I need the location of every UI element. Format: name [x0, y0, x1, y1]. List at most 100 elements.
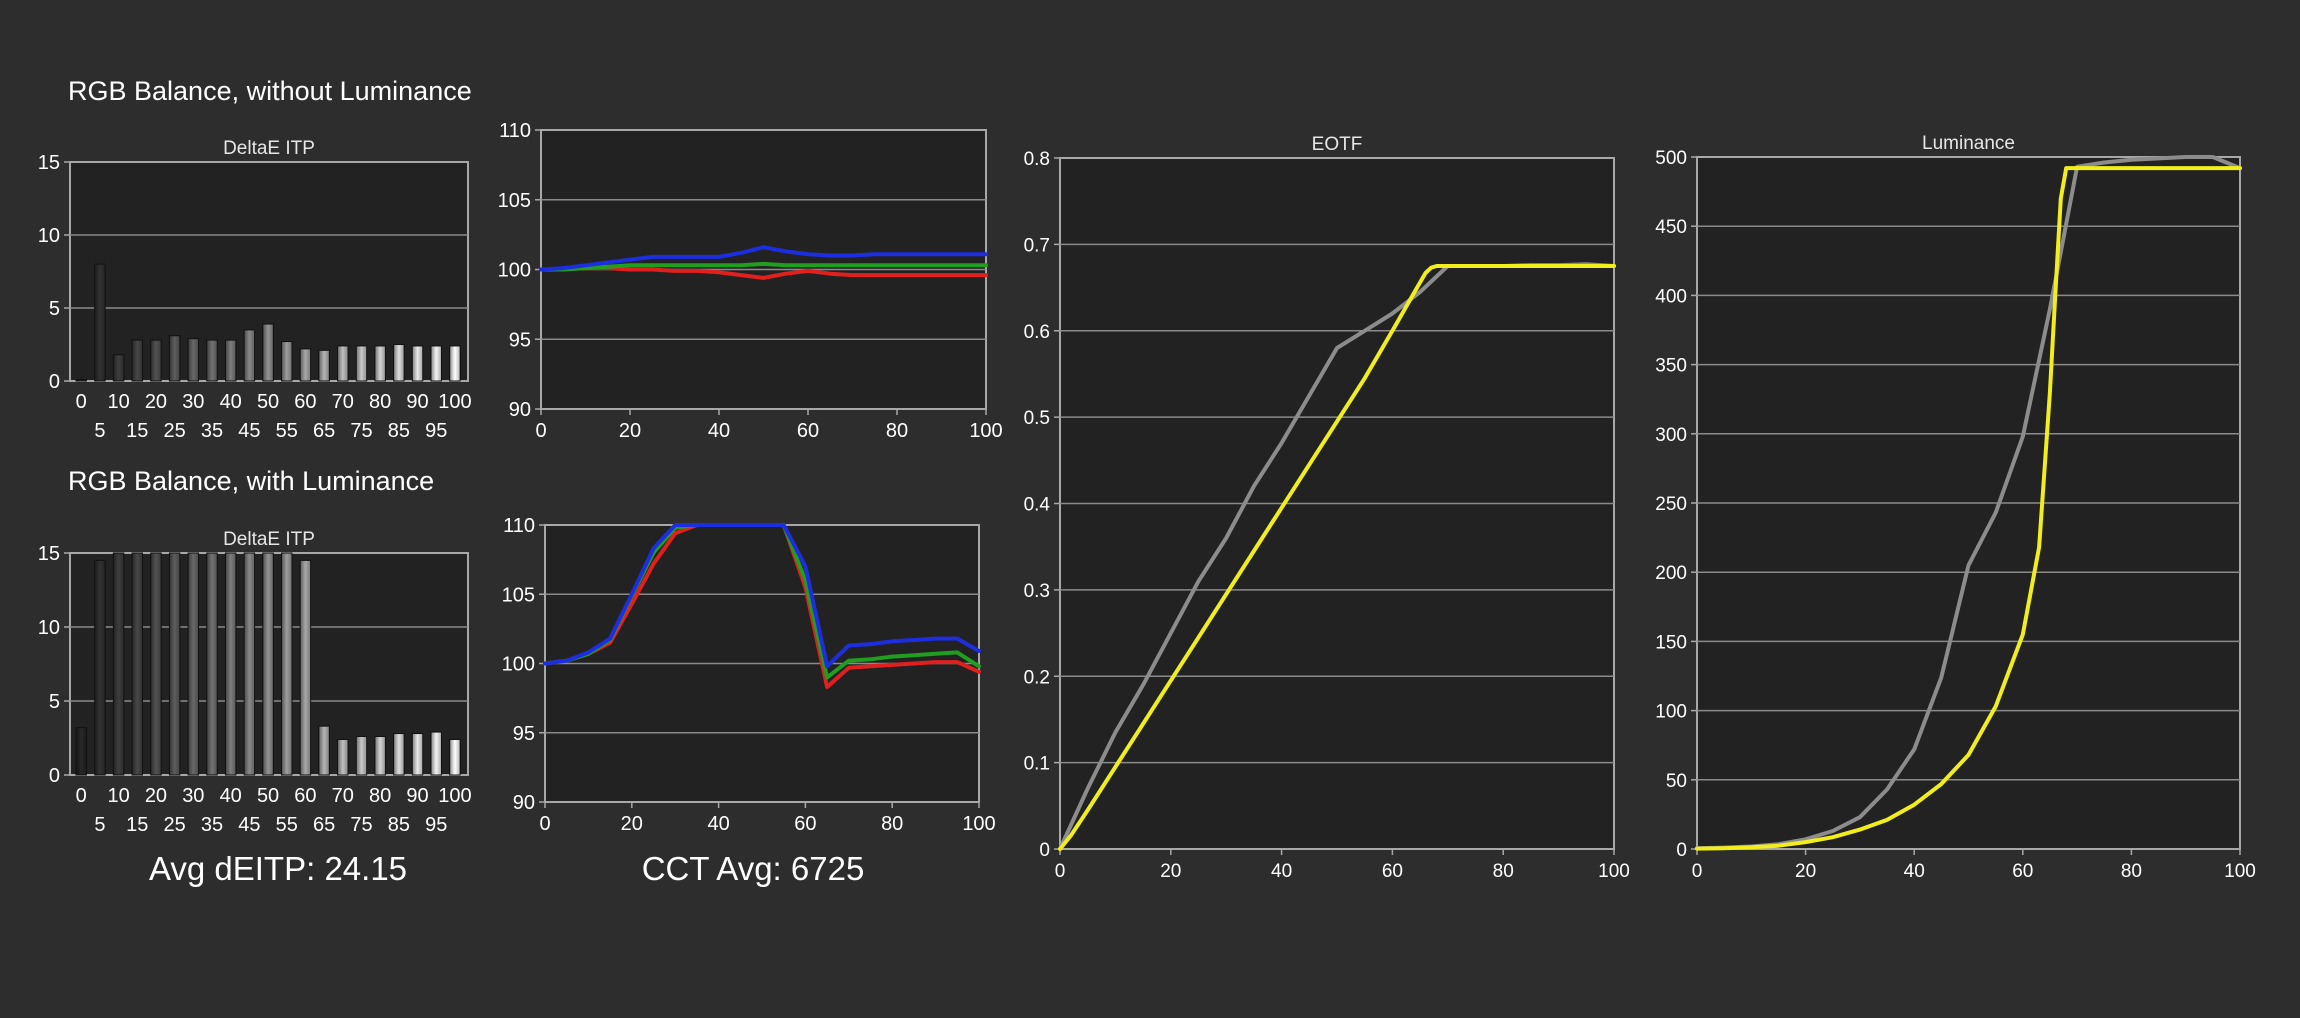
bar	[150, 339, 162, 382]
y-tick-label: 150	[1655, 632, 1687, 653]
x-tick-label: 75	[350, 814, 372, 836]
x-tick-label: 30	[182, 785, 204, 807]
x-tick-label: 0	[1055, 861, 1066, 882]
bar	[131, 339, 143, 382]
y-tick-label: 450	[1655, 217, 1687, 238]
bar	[224, 339, 237, 382]
y-tick-label: 10	[38, 225, 60, 247]
chart-title: EOTF	[1312, 134, 1363, 155]
series-line-blue	[543, 523, 981, 669]
y-tick-label: 10	[38, 617, 60, 639]
x-tick-label: 20	[1160, 861, 1181, 882]
bar	[262, 552, 274, 776]
bar	[206, 339, 218, 382]
x-tick-label: 70	[332, 785, 354, 807]
x-tick-label: 100	[438, 785, 471, 807]
x-tick-label: 25	[164, 420, 186, 442]
bar	[337, 345, 349, 382]
bar	[112, 552, 125, 776]
y-tick-label: 90	[509, 399, 531, 421]
y-tick-label: 0.6	[1024, 322, 1050, 343]
y-tick-label: 350	[1655, 356, 1687, 377]
x-tick-label: 65	[313, 420, 335, 442]
x-tick-label: 40	[220, 391, 242, 413]
bar	[243, 552, 256, 776]
x-tick-label: 20	[619, 420, 641, 442]
bar	[411, 733, 424, 776]
bar	[449, 738, 461, 776]
bar	[374, 345, 386, 382]
series-line-red	[539, 266, 988, 280]
y-tick-label: 100	[498, 260, 531, 282]
bar	[374, 736, 386, 776]
y-tick-label: 0.1	[1024, 754, 1050, 775]
y-tick-label: 400	[1655, 286, 1687, 307]
x-tick-label: 0	[535, 420, 546, 442]
x-tick-label: 80	[369, 391, 391, 413]
series-line-yellow	[1695, 166, 2242, 851]
bar	[75, 727, 87, 776]
y-tick-label: 0.7	[1024, 235, 1050, 256]
x-tick-label: 55	[276, 420, 298, 442]
x-tick-label: 60	[2012, 861, 2033, 882]
x-tick-label: 0	[539, 813, 550, 835]
y-tick-label: 100	[502, 654, 535, 676]
x-tick-label: 45	[238, 420, 260, 442]
chart-title: Luminance	[1922, 133, 2015, 154]
bar	[449, 345, 461, 382]
x-tick-label: 30	[182, 391, 204, 413]
x-tick-label: 80	[2121, 861, 2142, 882]
x-tick-label: 20	[145, 391, 167, 413]
bar	[224, 552, 237, 776]
heading-with-luminance: RGB Balance, with Luminance	[68, 466, 435, 496]
y-tick-label: 0.4	[1024, 495, 1051, 516]
bar	[168, 335, 181, 382]
bar	[337, 738, 349, 776]
bar	[430, 731, 442, 776]
y-tick-label: 200	[1655, 563, 1687, 584]
bar	[411, 345, 424, 382]
x-tick-label: 40	[707, 813, 729, 835]
x-tick-label: 0	[1692, 861, 1703, 882]
bar	[243, 329, 256, 382]
y-tick-label: 0	[49, 371, 60, 393]
x-tick-label: 80	[886, 420, 908, 442]
x-tick-label: 35	[201, 420, 223, 442]
bar	[112, 354, 125, 382]
x-tick-label: 5	[94, 814, 105, 836]
x-tick-label: 40	[708, 420, 730, 442]
y-tick-label: 110	[503, 515, 535, 537]
x-tick-label: 25	[164, 814, 186, 836]
y-tick-label: 0.3	[1024, 581, 1050, 602]
x-tick-label: 60	[1382, 861, 1403, 882]
x-tick-label: 60	[294, 785, 316, 807]
x-tick-label: 15	[126, 420, 148, 442]
bar	[318, 349, 330, 382]
x-tick-label: 10	[107, 391, 129, 413]
x-tick-label: 0	[76, 391, 87, 413]
y-tick-label: 90	[513, 792, 535, 814]
x-tick-label: 0	[76, 785, 87, 807]
chart-title: DeltaE ITP	[223, 529, 315, 550]
rgb-with-chart: 90 95 100 105 110 0 20 40 60 80 100	[502, 515, 996, 835]
y-tick-label: 0.2	[1024, 667, 1050, 688]
eotf-chart: EOTF 0 0.1 0.2 0.3 0.4 0.5 0.6 0.7 0.8 0 20 40 60 80 10…	[1024, 134, 1630, 882]
bar	[299, 559, 312, 776]
bar	[299, 348, 312, 382]
bar	[187, 552, 200, 776]
x-tick-label: 20	[621, 813, 643, 835]
x-tick-label: 50	[257, 391, 279, 413]
y-tick-label: 5	[49, 298, 60, 320]
y-tick-label: 5	[49, 691, 60, 713]
x-tick-label: 100	[969, 420, 1002, 442]
x-tick-label: 100	[962, 813, 995, 835]
x-tick-label: 95	[425, 420, 447, 442]
x-tick-label: 20	[145, 785, 167, 807]
y-tick-label: 0	[1039, 840, 1050, 861]
x-tick-label: 100	[1598, 861, 1630, 882]
x-tick-label: 60	[794, 813, 816, 835]
